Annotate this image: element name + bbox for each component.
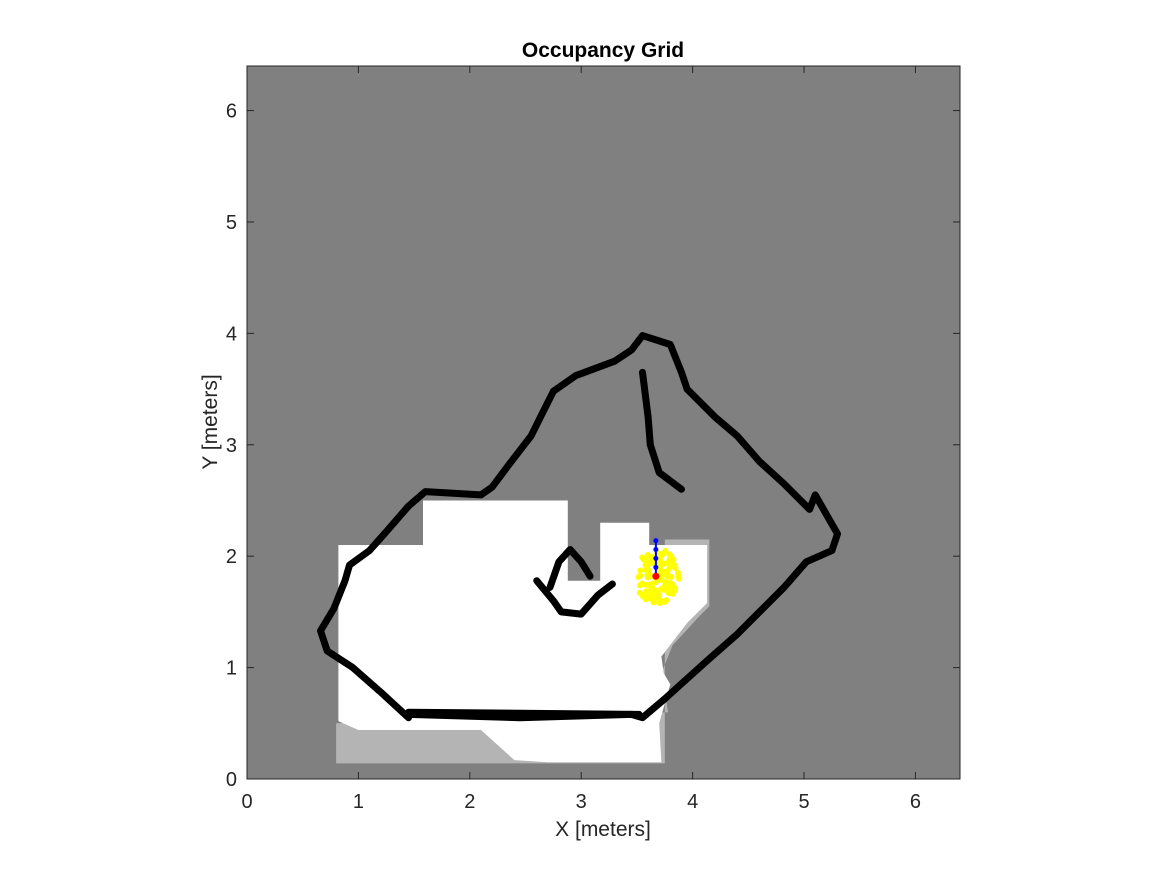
y-tick-label: 5 <box>226 212 237 234</box>
plot-area <box>247 66 960 779</box>
particle <box>654 590 661 596</box>
particle <box>676 575 683 582</box>
particle <box>646 573 653 580</box>
particle <box>667 579 673 586</box>
particle <box>636 589 643 596</box>
particle <box>639 580 646 587</box>
particle <box>662 579 669 586</box>
path-point <box>653 555 659 561</box>
x-tick-label: 2 <box>464 791 475 813</box>
y-tick-label: 1 <box>226 658 237 680</box>
x-tick-label: 6 <box>910 791 921 813</box>
occupied-wall <box>533 577 616 618</box>
y-axis: 0 1 2 3 4 5 6 <box>226 101 960 791</box>
x-tick-label: 4 <box>687 791 698 813</box>
robot-pose <box>652 572 660 580</box>
y-tick-label: 0 <box>226 769 237 791</box>
occupied-wall <box>639 368 685 493</box>
plot-frame <box>246 65 961 780</box>
x-tick-label: 5 <box>798 791 809 813</box>
particle <box>656 563 663 570</box>
particle <box>637 567 644 574</box>
x-tick-label: 0 <box>241 791 252 813</box>
occupied-wall <box>546 546 594 591</box>
particle <box>658 552 665 559</box>
particle <box>637 572 644 579</box>
particle <box>666 551 673 558</box>
x-tick-label: 3 <box>576 791 587 813</box>
path-point <box>653 538 659 544</box>
y-tick-label: 4 <box>226 323 237 345</box>
y-tick-label: 2 <box>226 546 237 568</box>
x-axis-label: X [meters] <box>555 818 651 841</box>
particle <box>642 562 649 569</box>
path-point <box>653 564 659 570</box>
particle <box>674 569 681 576</box>
y-axis-label: Y [meters] <box>199 374 222 469</box>
occupied-wall <box>405 708 643 718</box>
particle <box>657 558 664 565</box>
x-axis: 0 1 2 3 4 5 6 <box>241 66 921 813</box>
y-tick-label: 3 <box>226 435 237 457</box>
path-point <box>653 547 659 553</box>
particle <box>649 581 655 588</box>
particle <box>661 598 668 605</box>
particle <box>644 595 651 601</box>
particle <box>666 556 673 563</box>
particle <box>646 588 653 595</box>
particle <box>671 562 678 569</box>
particle <box>656 600 663 607</box>
chart-title: Occupancy Grid <box>522 39 684 62</box>
particle <box>668 573 675 580</box>
particle <box>650 599 657 606</box>
y-tick-label: 6 <box>226 101 237 123</box>
free-space-region <box>338 500 708 763</box>
particle <box>643 555 650 562</box>
x-tick-label: 1 <box>353 791 364 813</box>
particle <box>655 594 662 601</box>
occupied-wall <box>317 332 841 722</box>
particle <box>663 568 670 575</box>
particle <box>669 585 676 592</box>
